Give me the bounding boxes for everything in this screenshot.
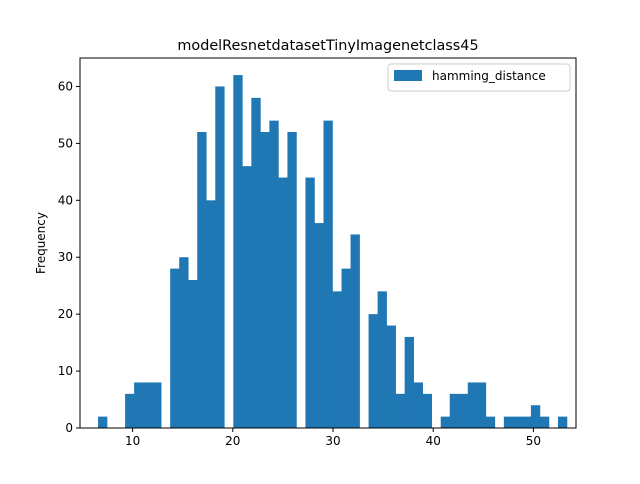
- legend-swatch: [394, 70, 422, 81]
- histogram-bar: [152, 382, 162, 428]
- histogram-bar: [341, 268, 351, 428]
- histogram-bar: [386, 325, 396, 428]
- histogram-bar: [206, 200, 216, 428]
- histogram-bar: [134, 382, 144, 428]
- histogram-bar: [269, 120, 279, 429]
- x-tick-label: 40: [426, 434, 441, 448]
- chart-title: modelResnetdatasetTinyImagenetclass45: [177, 38, 478, 54]
- histogram-bar: [332, 291, 342, 428]
- histogram-bar: [350, 234, 360, 428]
- histogram-bar: [233, 75, 243, 428]
- histogram-bar: [314, 223, 324, 428]
- x-tick-label: 50: [526, 434, 541, 448]
- histogram-bar: [467, 382, 478, 428]
- x-tick-label: 20: [225, 434, 240, 448]
- histogram-bar: [449, 393, 460, 428]
- histogram-bar: [458, 393, 469, 428]
- y-tick-label: 60: [58, 79, 73, 93]
- histogram-bar: [260, 132, 270, 428]
- histogram-bar: [242, 166, 252, 428]
- histogram-bar: [197, 132, 207, 428]
- y-tick-label: 50: [58, 136, 73, 150]
- histogram-bar: [287, 132, 297, 428]
- histogram-bar: [404, 336, 414, 428]
- histogram-bar: [485, 416, 496, 428]
- histogram-bar: [557, 416, 568, 428]
- legend: hamming_distance: [387, 63, 571, 92]
- histogram-bar: [476, 382, 487, 428]
- histogram-bar: [512, 416, 523, 428]
- histogram-bar: [422, 393, 433, 428]
- y-tick-label: 10: [58, 364, 73, 378]
- histogram-bar: [305, 177, 315, 428]
- x-tick-label: 10: [125, 434, 140, 448]
- histogram-bar: [215, 86, 225, 429]
- y-tick-label: 30: [58, 250, 73, 264]
- histogram-bar: [395, 393, 405, 428]
- plot-frame: [79, 57, 577, 429]
- legend-label: hamming_distance: [432, 69, 546, 83]
- histogram-bar: [323, 120, 333, 429]
- histogram-bar: [170, 268, 180, 428]
- legend-box: [387, 63, 571, 92]
- histogram-bar: [125, 393, 135, 428]
- histogram-bar: [251, 97, 261, 428]
- y-tick-label: 0: [65, 421, 73, 435]
- histogram-bar: [179, 257, 189, 428]
- histogram-bar: [521, 416, 532, 428]
- histogram-bar: [143, 382, 153, 428]
- histogram-bar: [440, 416, 451, 428]
- histogram-bar: [503, 416, 514, 428]
- histogram-bar: [278, 177, 288, 428]
- histogram-bar: [413, 382, 423, 428]
- bars-layer: [98, 75, 568, 429]
- histogram-bar: [539, 416, 550, 428]
- histogram-bar: [377, 291, 387, 428]
- y-tick-label: 20: [58, 307, 73, 321]
- y-axis-label: Frequency: [34, 212, 48, 274]
- histogram-bar: [98, 416, 108, 428]
- histogram-bar: [368, 314, 378, 428]
- y-tick-label: 40: [58, 193, 73, 207]
- histogram-bar: [530, 405, 541, 428]
- histogram-bar: [188, 280, 198, 428]
- ticks-layer: 10 20 30 40 50 0 10 20 30 40 50 60: [58, 79, 541, 448]
- x-tick-label: 30: [325, 434, 340, 448]
